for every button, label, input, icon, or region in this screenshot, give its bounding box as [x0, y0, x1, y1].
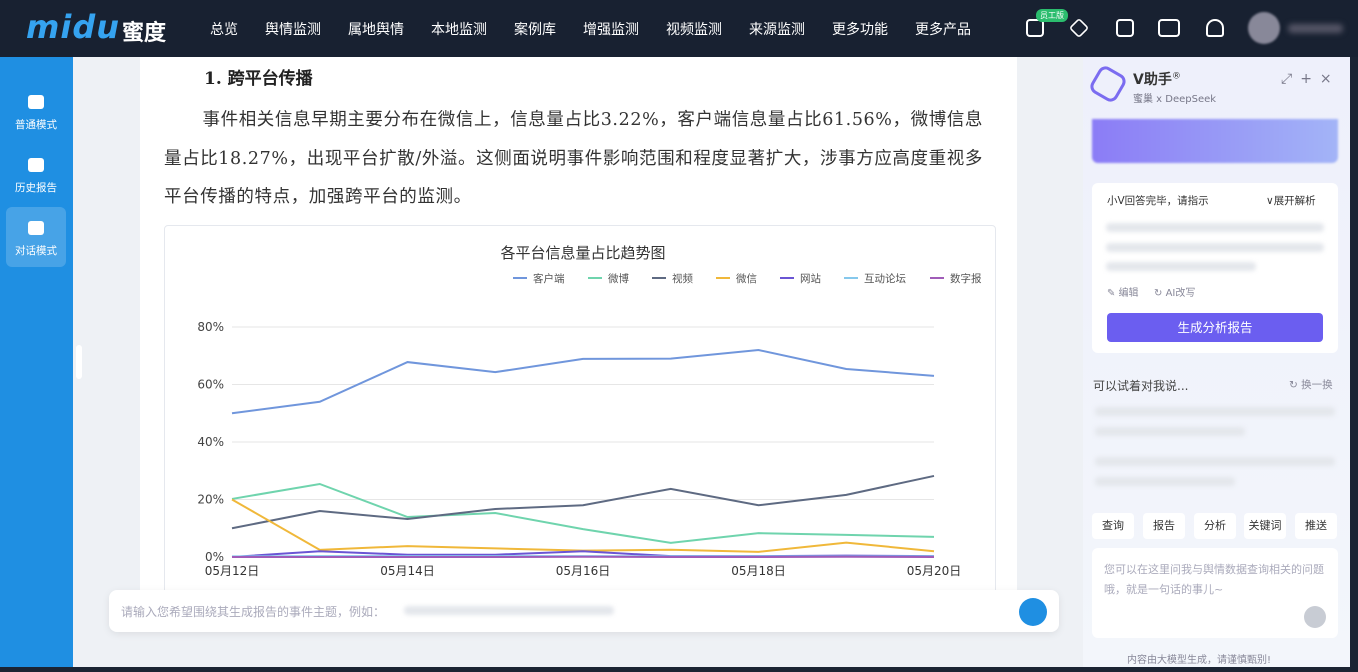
legend-label: 微博: [608, 272, 629, 285]
suggest-label: 可以试着对我说...: [1093, 379, 1189, 393]
series-line: [231, 474, 935, 530]
send-button[interactable]: [1304, 606, 1326, 628]
suggestion[interactable]: [1095, 457, 1335, 466]
expand-link[interactable]: ∨展开解析: [1266, 195, 1316, 207]
nav-item[interactable]: 属地舆情: [348, 21, 404, 38]
sidebar-icon: [28, 95, 44, 109]
y-tick-label: 80%: [197, 320, 224, 334]
legend-label: 客户端: [533, 272, 565, 285]
refresh-text[interactable]: 换一换: [1301, 379, 1333, 391]
window-controls[interactable]: ⤢+×: [1281, 71, 1340, 87]
brand: 蜜度: [122, 21, 167, 46]
note-icon[interactable]: [1116, 19, 1134, 37]
series-line: [231, 498, 935, 553]
rewrite-link[interactable]: ↻ AI改写: [1154, 288, 1196, 299]
blurred-example: [404, 606, 614, 615]
series-line: [231, 348, 935, 415]
ask-input[interactable]: 您可以在这里问我与舆情数据查询相关的问题哦，就是一句话的事儿~: [1092, 548, 1338, 638]
edit-text[interactable]: 编辑: [1118, 288, 1139, 299]
suggestion[interactable]: [1095, 477, 1235, 486]
legend-label: 网站: [800, 272, 821, 285]
layers-icon[interactable]: [1068, 17, 1090, 39]
avatar[interactable]: [1248, 12, 1280, 44]
nav-item[interactable]: 本地监测: [431, 21, 487, 38]
y-tick-label: 20%: [197, 493, 224, 507]
quick-button[interactable]: 分析: [1194, 513, 1236, 539]
status: 小V回答完毕，请指示: [1107, 195, 1209, 207]
legend-label: 视频: [672, 272, 693, 285]
quick-button[interactable]: 查询: [1092, 513, 1134, 539]
sidebar-icon: [28, 221, 44, 235]
y-tick-label: 40%: [197, 435, 224, 449]
series-line: [231, 482, 935, 544]
blurred-answer: [1106, 223, 1324, 232]
y-tick-label: 0%: [205, 550, 224, 564]
y-tick-label: 60%: [197, 378, 224, 392]
nav-item[interactable]: 视频监测: [666, 21, 722, 38]
nav-item[interactable]: 更多功能: [832, 21, 888, 38]
edit-link[interactable]: ✎ 编辑: [1107, 288, 1139, 299]
registered-mark: ®: [1171, 71, 1181, 82]
paragraph: 事件相关信息早期主要分布在微信上，信息量占比3.22%，客户端信息量占比61.5…: [164, 110, 984, 207]
screen-icon[interactable]: [1158, 19, 1180, 37]
title-text: V助手: [1133, 72, 1172, 88]
quick-button[interactable]: 关键词: [1244, 513, 1286, 539]
send-button[interactable]: [1019, 598, 1047, 626]
nav-item[interactable]: 舆情监测: [265, 21, 321, 38]
quick-button[interactable]: 报告: [1143, 513, 1185, 539]
blurred-answer: [1106, 262, 1256, 271]
sidebar: 普通模式历史报告对话模式: [0, 57, 73, 667]
legend-label: 互动论坛: [864, 272, 906, 285]
sidebar-icon: [28, 158, 44, 172]
assistant-logo: [1087, 63, 1129, 105]
sidebar-label[interactable]: 历史报告: [15, 182, 57, 194]
legend-label: 微信: [736, 272, 757, 285]
expand-text[interactable]: 展开解析: [1273, 195, 1316, 207]
topic-input[interactable]: 请输入您希望围绕其生成报告的事件主题，例如：: [109, 590, 1059, 632]
nav-menu: 总览 舆情监测 属地舆情 本地监测 案例库 增强监测 视频监测 来源监测 更多功能 更多产品: [210, 0, 998, 57]
nav-item[interactable]: 更多产品: [915, 21, 971, 38]
legend-label: 数字报: [950, 272, 982, 285]
assistant-subtitle: 蜜巢 x DeepSeek: [1133, 94, 1217, 105]
input-placeholder: 请输入您希望围绕其生成报告的事件主题，例如：: [121, 605, 386, 619]
blurred-answer: [1106, 243, 1324, 252]
generate-button[interactable]: 生成分析报告: [1107, 313, 1323, 342]
sidebar-label[interactable]: 普通模式: [15, 119, 57, 131]
nav-item[interactable]: 总览: [210, 21, 238, 38]
bell-icon[interactable]: [1206, 19, 1224, 37]
x-tick-label: 05月18日: [731, 564, 786, 578]
top-bar: midu 蜜度 总览 舆情监测 属地舆情 本地监测 案例库 增强监测 视频监测 来源监测 更多功…: [0, 0, 1358, 57]
nav-item[interactable]: 来源监测: [749, 21, 805, 38]
assistant-title: V助手®: [1133, 69, 1181, 89]
sidebar-label[interactable]: 对话模式: [15, 245, 57, 257]
sidebar-item[interactable]: 普通模式: [6, 81, 66, 141]
logo[interactable]: midu: [26, 8, 120, 46]
heading: 1. 跨平台传播: [204, 69, 313, 89]
x-tick-label: 05月14日: [380, 564, 435, 578]
refresh-link[interactable]: ↻ 换一换: [1289, 379, 1333, 391]
nav-item[interactable]: 增强监测: [583, 21, 639, 38]
suggestion[interactable]: [1095, 407, 1335, 416]
ask-placeholder: 您可以在这里问我与舆情数据查询相关的问题哦，就是一句话的事儿~: [1104, 563, 1324, 596]
collapse-handle[interactable]: [76, 345, 82, 379]
footer-note: 内容由大模型生成，请谨慎甄别!: [1127, 655, 1272, 666]
x-tick-label: 05月16日: [556, 564, 611, 578]
quick-button[interactable]: 推送: [1295, 513, 1337, 539]
upload-icon[interactable]: [1026, 19, 1044, 37]
sidebar-item[interactable]: 历史报告: [6, 144, 66, 204]
x-tick-label: 05月20日: [907, 564, 962, 578]
x-tick-label: 05月12日: [205, 564, 260, 578]
user-name[interactable]: [1288, 24, 1343, 33]
nav-item[interactable]: 案例库: [514, 21, 556, 38]
suggestion[interactable]: [1095, 427, 1245, 436]
badge: 员工版: [1036, 9, 1068, 22]
chart-title: 各平台信息量占比趋势图: [500, 244, 665, 262]
blurred-message: [1092, 119, 1338, 163]
rewrite-text[interactable]: AI改写: [1165, 288, 1196, 299]
sidebar-item[interactable]: 对话模式: [6, 207, 66, 267]
